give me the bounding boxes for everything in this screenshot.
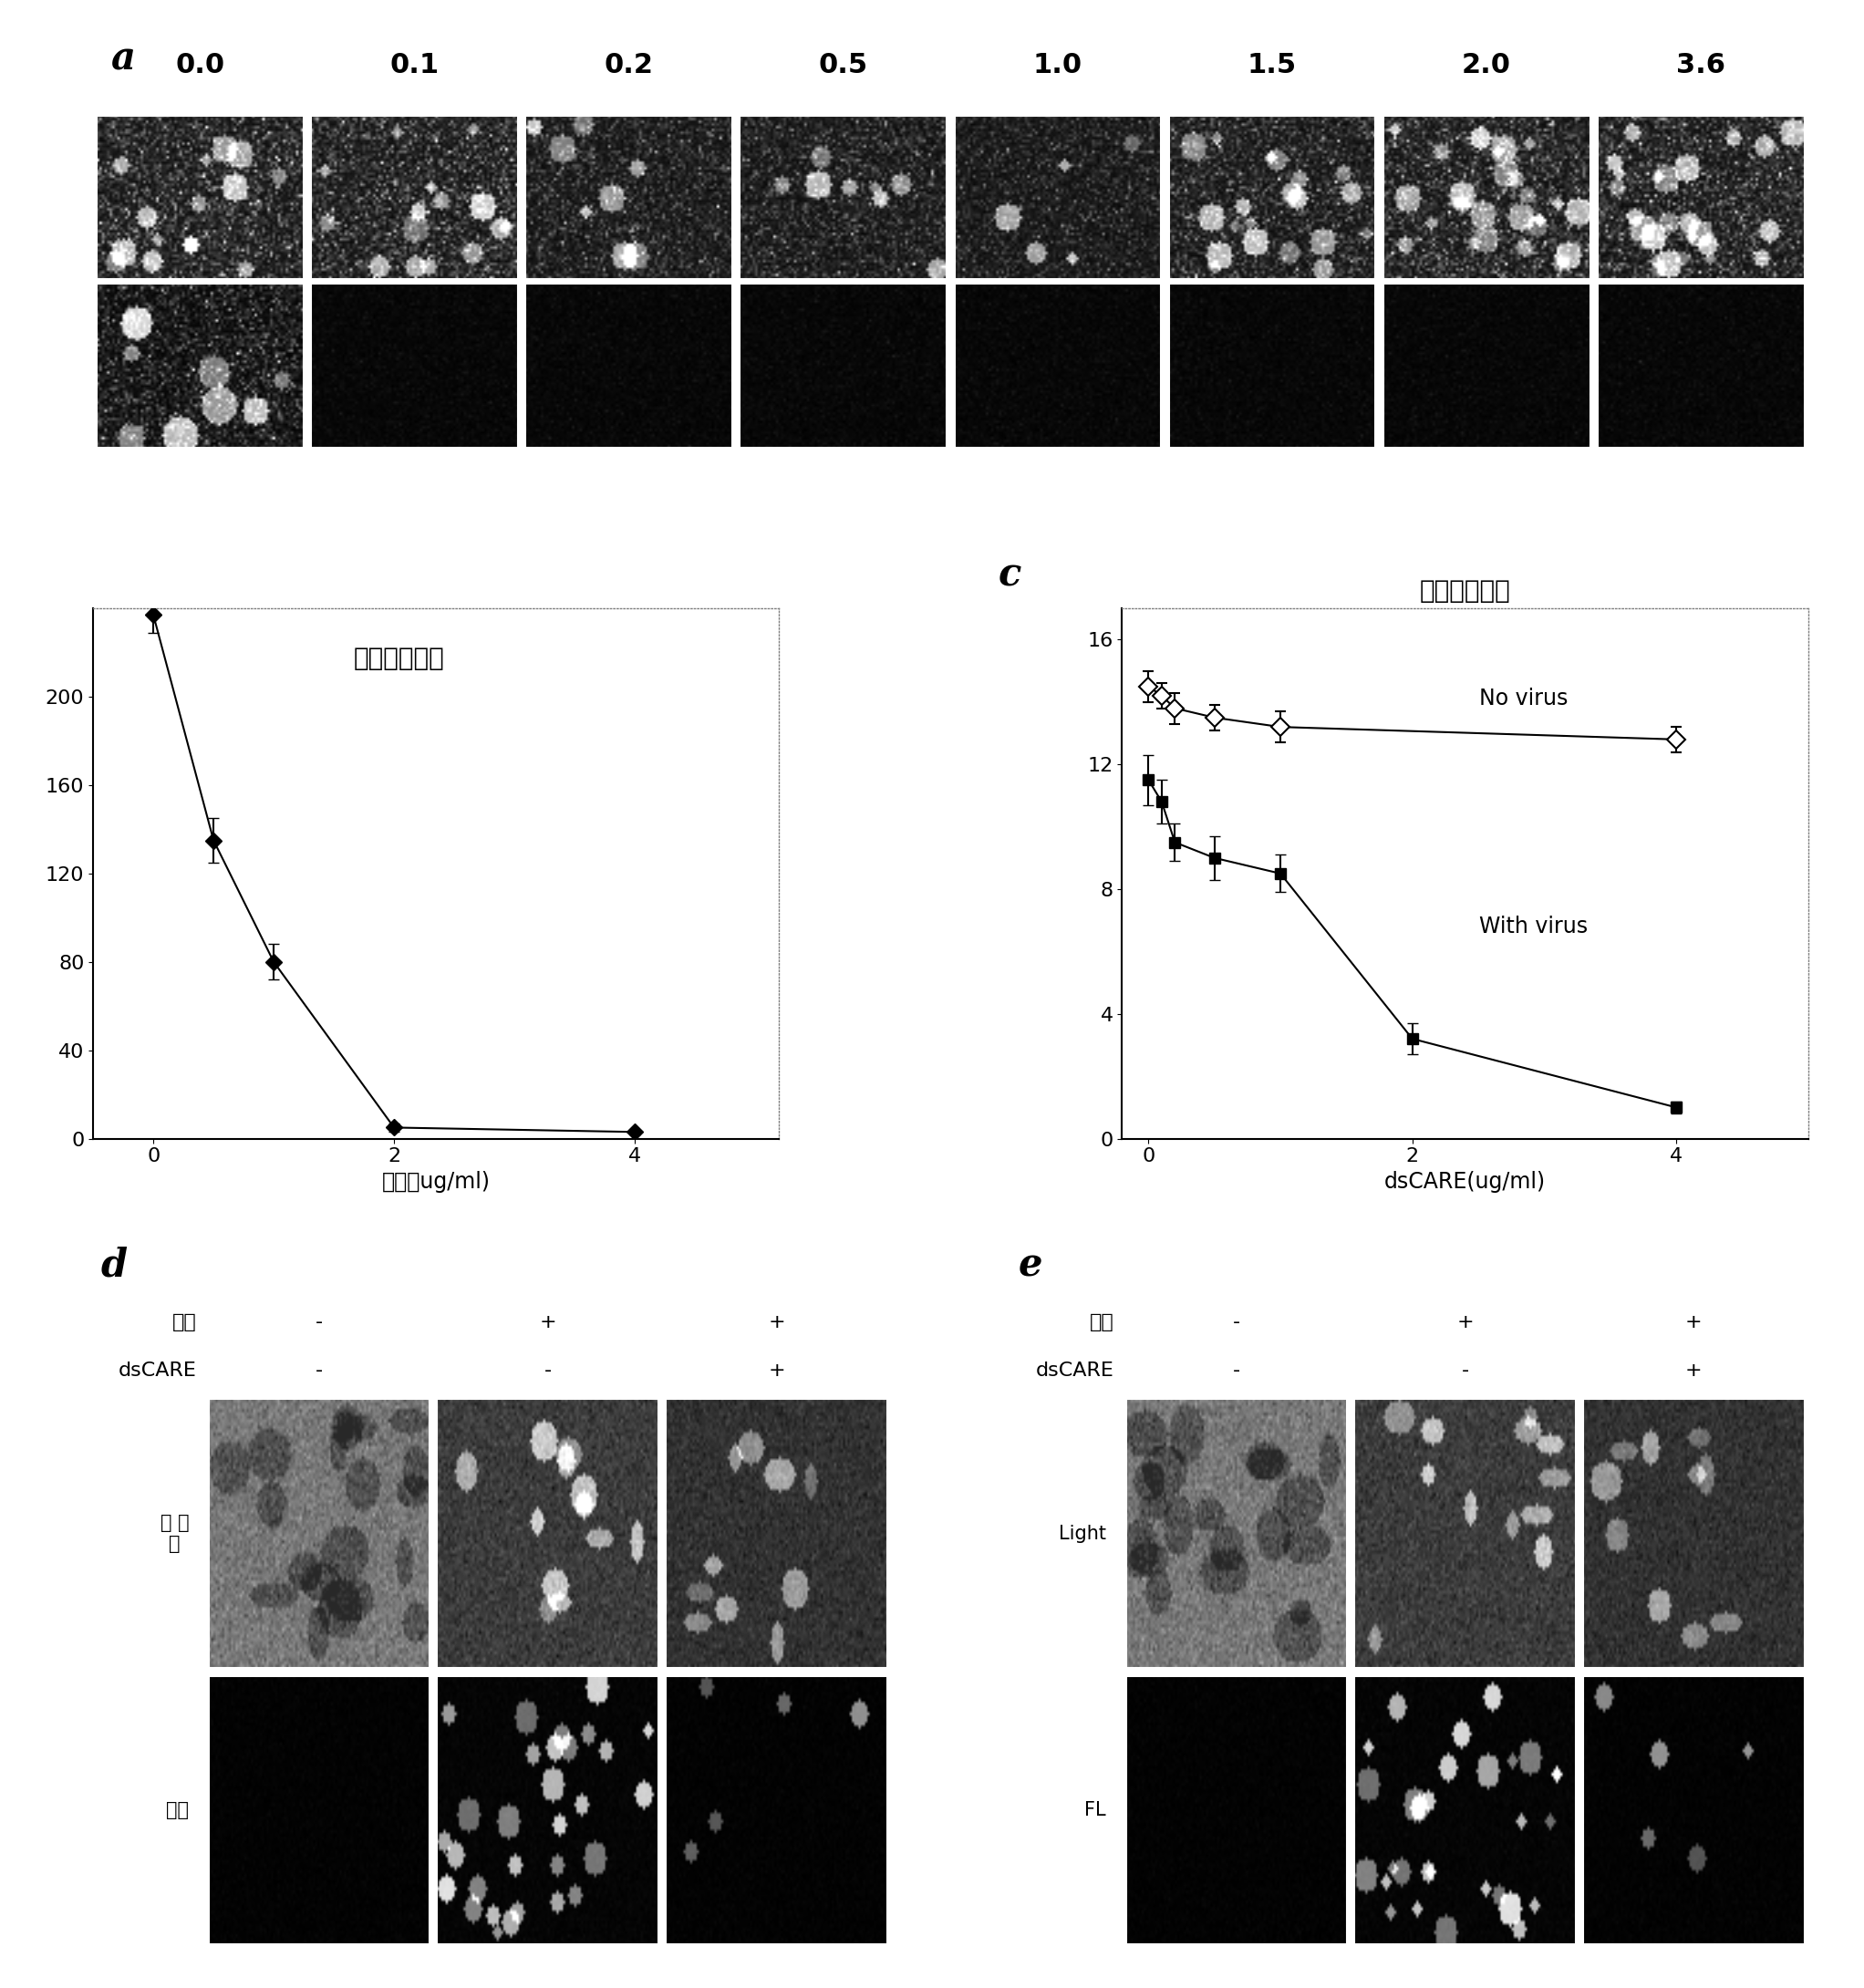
X-axis label: dsCARE(ug/ml): dsCARE(ug/ml) [1385,1171,1545,1193]
Title: 相对细胞密度: 相对细胞密度 [1420,579,1510,604]
Text: 2.0: 2.0 [1461,52,1512,78]
Text: +: + [1685,1362,1702,1380]
Text: c: c [999,555,1021,594]
Text: -: - [1461,1362,1469,1380]
Text: +: + [768,1362,785,1380]
Text: a: a [110,40,134,78]
Text: 病毒: 病毒 [173,1312,198,1332]
Text: -: - [315,1312,322,1332]
Text: 0.1: 0.1 [390,52,440,78]
Text: 病毒: 病毒 [1090,1312,1115,1332]
Text: 1.5: 1.5 [1247,52,1297,78]
Text: 相对细胞密度: 相对细胞密度 [354,646,445,672]
Text: d: d [101,1246,129,1284]
Text: +: + [539,1312,555,1332]
Text: dsCARE: dsCARE [1036,1362,1115,1380]
X-axis label: 计量（ug/ml): 计量（ug/ml) [382,1171,490,1193]
Text: FL: FL [1085,1801,1105,1819]
Text: -: - [1232,1362,1240,1380]
Text: With virus: With virus [1478,916,1588,938]
Text: dsCARE: dsCARE [119,1362,198,1380]
Text: e: e [1018,1246,1042,1284]
Text: -: - [315,1362,322,1380]
Text: Light: Light [1059,1525,1105,1543]
Text: 0.0: 0.0 [175,52,226,78]
Text: +: + [768,1312,785,1332]
Text: +: + [1456,1312,1474,1332]
Text: 0.2: 0.2 [604,52,654,78]
Text: -: - [544,1362,552,1380]
Text: 可 见
光: 可 见 光 [160,1513,188,1553]
Text: -: - [1232,1312,1240,1332]
Text: 3.6: 3.6 [1676,52,1726,78]
Text: 1.0: 1.0 [1033,52,1083,78]
Text: 0.5: 0.5 [818,52,869,78]
Text: No virus: No virus [1478,688,1568,710]
Text: +: + [1685,1312,1702,1332]
Text: 荧光: 荧光 [166,1801,188,1819]
